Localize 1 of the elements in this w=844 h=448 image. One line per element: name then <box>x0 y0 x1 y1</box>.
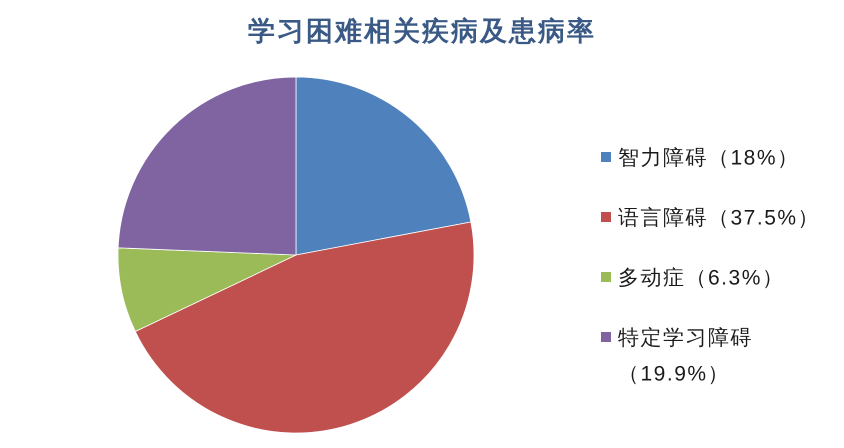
title: 学习困难相关疾病及患病率 <box>248 16 596 46</box>
